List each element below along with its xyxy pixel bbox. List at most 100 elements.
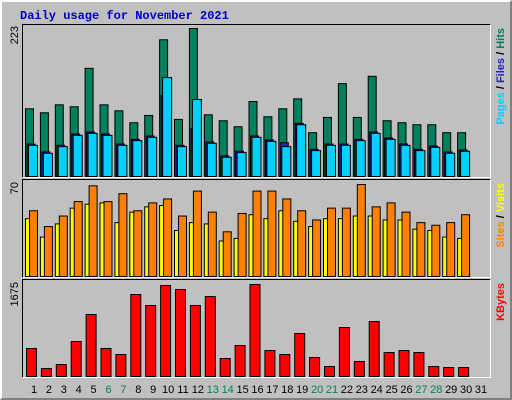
y-tick-label: 1675 <box>9 282 21 306</box>
x-tick-label: 30 <box>460 384 472 396</box>
bar <box>446 222 456 278</box>
bar <box>413 351 425 378</box>
bar <box>163 198 173 277</box>
bar <box>368 321 380 378</box>
bar <box>42 152 53 177</box>
bar <box>430 146 441 177</box>
bar <box>281 146 292 177</box>
bar <box>415 150 426 177</box>
bar <box>252 190 262 277</box>
x-tick-label: 5 <box>91 384 97 396</box>
bar <box>445 152 456 177</box>
legend-entry: Visits <box>495 183 507 212</box>
bar <box>461 214 471 278</box>
bar <box>207 211 217 278</box>
bar <box>26 347 37 378</box>
bar <box>145 304 157 378</box>
x-tick-label: 24 <box>371 384 383 396</box>
bar <box>148 202 158 277</box>
frame <box>22 24 491 178</box>
x-tick-label: 7 <box>120 384 126 396</box>
y-tick-label: 223 <box>9 26 21 44</box>
bar <box>282 198 292 277</box>
x-tick-label: 3 <box>61 384 67 396</box>
bar <box>385 138 396 177</box>
bar <box>162 77 173 177</box>
bar <box>57 146 68 177</box>
bar <box>100 347 112 378</box>
bar <box>28 144 38 177</box>
frame <box>22 179 491 278</box>
x-tick-label: 8 <box>135 384 141 396</box>
bar <box>266 140 277 178</box>
x-tick-label: 28 <box>430 384 442 396</box>
bar <box>115 354 127 377</box>
bar <box>130 293 142 378</box>
bar <box>160 284 172 377</box>
bar <box>178 215 187 278</box>
x-tick-label: 21 <box>326 384 338 396</box>
bar <box>73 201 83 277</box>
bar <box>189 304 201 378</box>
legend-separator: / <box>495 52 507 55</box>
bar <box>221 156 232 177</box>
chart-title: Daily usage for November 2021 <box>20 9 229 23</box>
bar <box>251 136 262 177</box>
x-tick-label: 2 <box>46 384 52 396</box>
bar <box>338 327 350 377</box>
bar <box>309 356 321 377</box>
frame <box>22 279 491 378</box>
legend: Pages / Files / Hits <box>495 28 507 125</box>
x-tick-label: 17 <box>266 384 278 396</box>
legend-entry: Sites <box>495 221 507 247</box>
bar <box>341 207 351 278</box>
bar <box>311 150 322 177</box>
legend: Sites / Visits <box>495 183 507 248</box>
frame <box>22 279 491 378</box>
frame <box>22 24 491 178</box>
bar <box>400 144 411 177</box>
bar <box>191 99 202 177</box>
x-tick-label: 26 <box>400 384 412 396</box>
x-tick-label: 22 <box>341 384 353 396</box>
bar <box>386 202 396 277</box>
bar <box>133 210 143 278</box>
bar <box>117 144 128 177</box>
bar <box>356 184 366 277</box>
bar <box>431 224 441 277</box>
legend-entry: Hits <box>495 28 507 49</box>
bar <box>88 185 98 277</box>
x-tick-label: 11 <box>177 384 188 396</box>
bar <box>294 332 306 378</box>
bar <box>118 193 128 277</box>
x-tick-label: 15 <box>236 384 248 396</box>
legend-entry: Files <box>495 58 507 83</box>
x-tick-label: 29 <box>445 384 457 396</box>
bar <box>297 210 307 278</box>
bar <box>279 354 291 377</box>
bar <box>204 296 216 377</box>
bar <box>249 284 261 377</box>
bar <box>43 226 53 277</box>
bar <box>370 132 381 178</box>
bar <box>326 144 336 177</box>
bar <box>312 219 322 278</box>
x-tick-label: 13 <box>207 384 219 396</box>
bar <box>398 350 410 377</box>
legend-entry: KBytes <box>495 283 507 321</box>
y-tick-label: 70 <box>9 182 21 194</box>
legend: KBytes <box>495 283 507 321</box>
bar <box>353 361 365 377</box>
bar <box>70 341 82 378</box>
x-tick-label: 19 <box>296 384 308 396</box>
x-tick-label: 1 <box>31 384 37 396</box>
x-tick-label: 14 <box>222 384 234 396</box>
bar <box>324 366 335 377</box>
bar <box>58 215 68 278</box>
bar <box>237 212 247 278</box>
bar <box>85 313 97 378</box>
bar <box>460 150 471 178</box>
x-tick-label: 23 <box>356 384 368 396</box>
